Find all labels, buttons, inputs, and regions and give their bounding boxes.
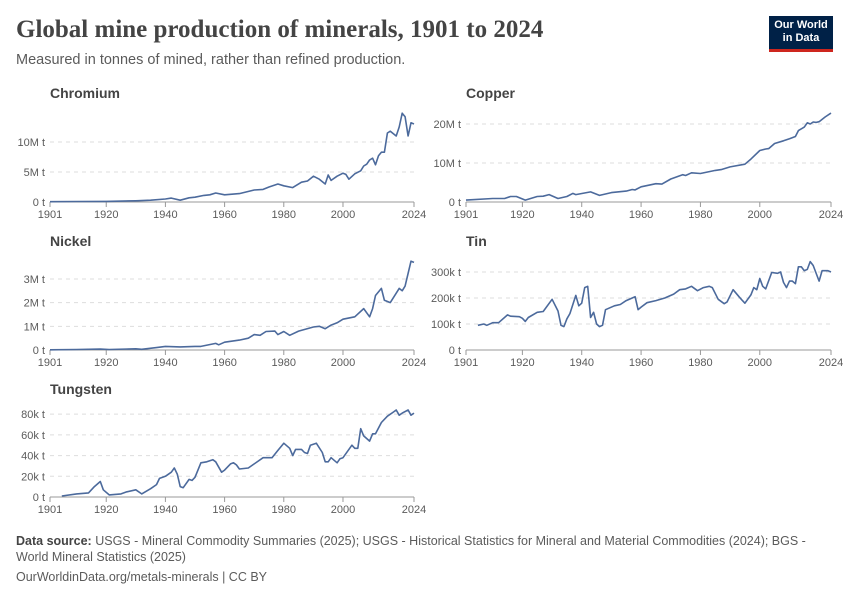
y-tick-label: 20k t [21,471,45,483]
x-tick-label: 1940 [153,209,177,221]
x-tick-label: 2000 [331,504,355,516]
x-tick-label: 1920 [94,504,118,516]
x-tick-label: 1980 [272,209,296,221]
y-tick-label: 10M t [433,158,461,170]
x-tick-label: 1901 [38,504,62,516]
x-tick-label: 1960 [212,504,236,516]
source-label: Data source: [16,534,92,548]
x-tick-label: 2024 [402,504,426,516]
y-tick-label: 1M t [24,321,45,333]
x-tick-label: 2024 [402,357,426,369]
panel-title: Tungsten [50,381,112,397]
series-line-copper [465,112,832,201]
owid-logo[interactable]: Our World in Data [769,16,833,52]
y-tick-label: 3M t [24,274,45,286]
x-tick-label: 2024 [819,209,843,221]
y-tick-label: 0 t [449,345,461,357]
x-tick-label: 2000 [748,209,772,221]
x-tick-label: 2000 [748,357,772,369]
y-tick-label: 40k t [21,451,45,463]
series-line-nickel [49,260,415,351]
x-tick-label: 2024 [402,209,426,221]
x-tick-label: 1940 [569,209,593,221]
x-tick-label: 1980 [272,504,296,516]
x-tick-label: 1901 [454,209,478,221]
y-tick-label: 20M t [433,119,461,131]
x-tick-label: 1980 [688,357,712,369]
panel-title: Chromium [50,85,120,101]
x-tick-label: 1960 [629,209,653,221]
x-tick-label: 1901 [38,357,62,369]
panel-title: Nickel [50,233,91,249]
y-tick-label: 0 t [33,492,45,504]
x-tick-label: 2024 [819,357,843,369]
panel-title: Tin [466,233,487,249]
y-tick-label: 5M t [24,167,45,179]
x-tick-label: 2000 [331,209,355,221]
series-line-tin [477,260,832,328]
series-line-chromium [49,112,415,203]
x-tick-label: 1920 [510,357,534,369]
x-tick-label: 1940 [569,357,593,369]
y-tick-label: 0 t [33,197,45,209]
x-tick-label: 1960 [212,209,236,221]
x-tick-label: 1960 [629,357,653,369]
y-tick-label: 2M t [24,298,45,310]
x-tick-label: 1901 [454,357,478,369]
y-tick-label: 0 t [449,197,461,209]
x-tick-label: 2000 [331,357,355,369]
x-tick-label: 1920 [94,357,118,369]
x-tick-label: 1980 [272,357,296,369]
y-tick-label: 60k t [21,430,45,442]
x-tick-label: 1940 [153,357,177,369]
panel-title: Copper [466,85,516,101]
y-tick-label: 300k t [431,267,461,279]
y-tick-label: 100k t [431,319,461,331]
source-text: USGS - Mineral Commodity Summaries (2025… [16,534,806,564]
y-tick-label: 0 t [33,345,45,357]
y-tick-label: 10M t [17,137,45,149]
x-tick-label: 1980 [688,209,712,221]
x-tick-label: 1920 [94,209,118,221]
url-license[interactable]: OurWorldinData.org/metals-minerals | CC … [16,570,268,584]
x-tick-label: 1920 [510,209,534,221]
logo-text: Our World in Data [774,19,828,44]
x-tick-label: 1901 [38,209,62,221]
series-line-tungsten [61,409,415,497]
data-source: Data source: USGS - Mineral Commodity Su… [16,533,826,565]
x-tick-label: 1940 [153,504,177,516]
x-tick-label: 1960 [212,357,236,369]
y-tick-label: 80k t [21,409,45,421]
y-tick-label: 200k t [431,293,461,305]
page-title: Global mine production of minerals, 1901… [16,16,544,43]
page-subtitle: Measured in tonnes of mined, rather than… [16,52,406,68]
